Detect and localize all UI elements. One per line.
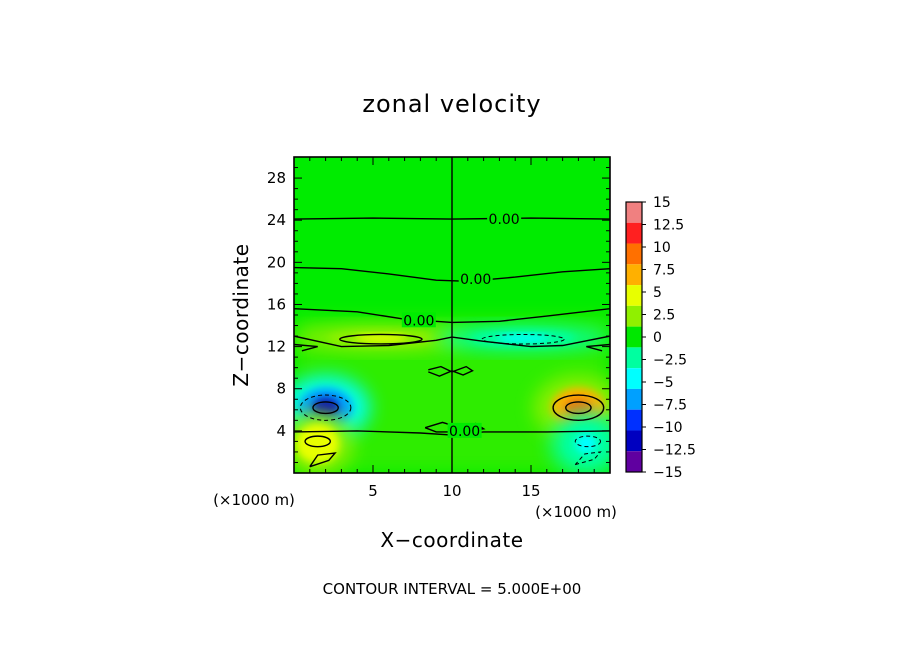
y-tick-label: 16 bbox=[267, 295, 286, 313]
contour-label-bg bbox=[401, 312, 436, 328]
colorbar-label: −15 bbox=[653, 465, 683, 481]
contour-right-notch bbox=[586, 343, 610, 352]
contour-labels: 0.00 0.00 0.00 0.00 bbox=[401, 211, 522, 440]
contour-label: 0.00 bbox=[489, 212, 520, 228]
colorbar-label: −10 bbox=[653, 420, 683, 436]
colorbar-label: 7.5 bbox=[653, 263, 675, 279]
contour-band-left bbox=[339, 333, 423, 345]
contour-zero-upper bbox=[294, 266, 610, 283]
colorbar: 15 12.5 10 7.5 5 2.5 0 −2.5 −5 −7.5 −10 −12.5 −15 bbox=[625, 195, 696, 481]
colorbar-swatch bbox=[626, 202, 642, 223]
contour-label-bg bbox=[458, 271, 493, 287]
colorbar-label: 15 bbox=[653, 195, 671, 211]
contour-patch-left bbox=[304, 435, 332, 448]
colorbar-label: 0 bbox=[653, 330, 662, 346]
field-features bbox=[294, 324, 610, 473]
y-tick-label: 4 bbox=[276, 422, 286, 440]
contour-bowtie bbox=[428, 365, 474, 377]
contour-lines bbox=[294, 157, 610, 473]
colorbar-swatch bbox=[626, 451, 642, 472]
chart-title: zonal velocity bbox=[362, 90, 541, 118]
x-units-right: (×1000 m) bbox=[535, 503, 617, 521]
contour-band-right bbox=[481, 333, 565, 345]
colorbar-label: −5 bbox=[653, 375, 674, 391]
colorbar-swatch bbox=[626, 243, 642, 265]
y-tick-label: 28 bbox=[267, 169, 286, 187]
colorbar-label: −7.5 bbox=[653, 398, 687, 414]
colorbar-swatch bbox=[626, 264, 642, 286]
contour-interval-note: CONTOUR INTERVAL = 5.000E+00 bbox=[323, 580, 582, 598]
colorbar-swatch bbox=[626, 285, 642, 306]
x-tick-label: 10 bbox=[442, 482, 461, 500]
colorbar-label: −12.5 bbox=[653, 443, 696, 459]
colorbar-label: 5 bbox=[653, 285, 662, 301]
contour-zero-lower bbox=[294, 335, 610, 348]
contour-patch-right-lower bbox=[574, 451, 602, 466]
colorbar-swatch bbox=[626, 305, 642, 327]
contour-label-bg bbox=[447, 422, 482, 438]
y-axis-label: Z−coordinate bbox=[229, 243, 253, 386]
colorbar-swatch bbox=[626, 388, 642, 410]
y-tick-label: 20 bbox=[267, 253, 286, 271]
contour-left-notch bbox=[294, 343, 318, 352]
contour-vortex-left-inner bbox=[312, 401, 339, 415]
x-tick-label: 15 bbox=[521, 482, 540, 500]
feature-core-band bbox=[496, 334, 550, 343]
colorbar-swatch bbox=[626, 430, 642, 452]
x-tick-label: 5 bbox=[368, 482, 378, 500]
x-axis: 5 10 15 bbox=[293, 157, 611, 500]
colorbar-label: 12.5 bbox=[653, 218, 684, 234]
contour-label: 0.00 bbox=[449, 424, 480, 440]
contour-vortex-right-outer bbox=[552, 394, 605, 422]
contour-zero-top bbox=[294, 217, 610, 220]
feature-core-band bbox=[354, 334, 407, 343]
contour-label-bg bbox=[487, 211, 522, 227]
contour-label: 0.00 bbox=[403, 313, 434, 329]
colorbar-swatch bbox=[626, 222, 642, 244]
colorbar-swatch bbox=[626, 326, 642, 348]
colorbar-swatch bbox=[626, 368, 642, 389]
contour-vortex-right-inner bbox=[565, 401, 592, 415]
feature-core-patch bbox=[306, 433, 329, 454]
contour-patch-right bbox=[574, 435, 602, 448]
y-tick-label: 8 bbox=[276, 380, 286, 398]
contour-zero-mid bbox=[294, 308, 610, 324]
y-axis: 4 8 12 16 20 24 28 bbox=[267, 156, 610, 474]
colorbar-label: 2.5 bbox=[653, 308, 675, 324]
contour-patch-left-lower bbox=[309, 452, 337, 468]
colorbar-label: 10 bbox=[653, 240, 671, 256]
feature-core-patch bbox=[575, 433, 598, 454]
x-units-left: (×1000 m) bbox=[213, 491, 295, 509]
contour-label: 0.00 bbox=[460, 272, 491, 288]
colorbar-label: −2.5 bbox=[653, 353, 687, 369]
contour-vortex-left-outer bbox=[299, 394, 352, 421]
colorbar-swatch bbox=[626, 409, 642, 431]
x-axis-label: X−coordinate bbox=[380, 528, 523, 552]
y-tick-label: 24 bbox=[267, 211, 286, 229]
colorbar-swatch bbox=[626, 347, 642, 369]
y-tick-label: 12 bbox=[267, 338, 286, 356]
